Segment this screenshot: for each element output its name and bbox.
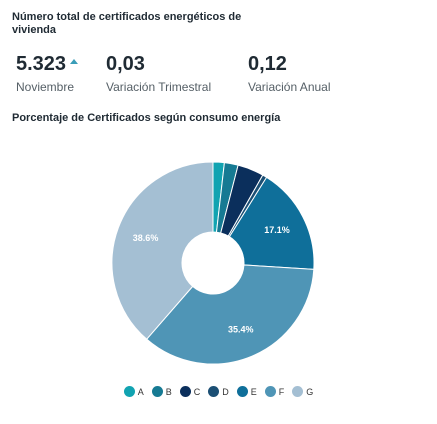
kpi-quarterly-label: Variación Trimestral	[106, 80, 212, 94]
legend-item-A[interactable]: A	[123, 386, 144, 397]
legend-swatch-G	[292, 386, 304, 397]
page-title: Número total de certificados energéticos…	[12, 11, 242, 36]
kpi-annual-value: 0,12	[248, 53, 287, 75]
donut-chart: 17.1% 35.4% 38.6%	[111, 161, 315, 365]
kpi-total-value: 5.323	[16, 53, 67, 75]
data-label-E: 17.1%	[264, 225, 290, 235]
legend-label-A: A	[137, 386, 144, 397]
legend-swatch-A	[123, 386, 135, 397]
legend-label-F: F	[278, 386, 285, 397]
kpi-total: 5.323 Noviembre	[16, 52, 79, 94]
kpi-annual: 0,12 Variación Anual	[248, 52, 331, 94]
kpi-annual-label: Variación Anual	[248, 80, 331, 94]
chart-legend: A B C D E F G	[0, 386, 437, 397]
trend-up-icon	[70, 58, 79, 64]
slice-G[interactable]	[111, 161, 214, 340]
legend-item-C[interactable]: C	[179, 386, 201, 397]
legend-label-C: C	[193, 386, 201, 397]
legend-swatch-E	[236, 386, 248, 397]
kpi-row: 5.323 Noviembre 0,03 Variación Trimestra…	[12, 52, 437, 100]
data-label-G: 38.6%	[133, 233, 159, 243]
legend-item-B[interactable]: B	[151, 386, 172, 397]
legend-item-F[interactable]: F	[264, 386, 285, 397]
legend-label-D: D	[222, 386, 229, 397]
kpi-quarterly-value: 0,03	[106, 53, 145, 75]
legend-label-E: E	[250, 386, 257, 397]
legend-item-G[interactable]: G	[292, 386, 313, 397]
legend-swatch-F	[264, 386, 276, 397]
chart-title: Porcentaje de Certificados según consumo…	[12, 112, 281, 124]
legend-label-B: B	[165, 386, 172, 397]
data-label-F: 35.4%	[228, 324, 254, 334]
slice-E[interactable]	[228, 176, 315, 270]
legend-swatch-C	[179, 386, 191, 397]
legend-label-G: G	[306, 386, 314, 397]
legend-item-D[interactable]: D	[208, 386, 229, 397]
legend-item-E[interactable]: E	[236, 386, 257, 397]
kpi-quarterly: 0,03 Variación Trimestral	[106, 52, 211, 94]
legend-swatch-D	[208, 386, 220, 397]
slice-F[interactable]	[145, 264, 315, 365]
kpi-total-label: Noviembre	[16, 80, 75, 94]
legend-swatch-B	[151, 386, 163, 397]
